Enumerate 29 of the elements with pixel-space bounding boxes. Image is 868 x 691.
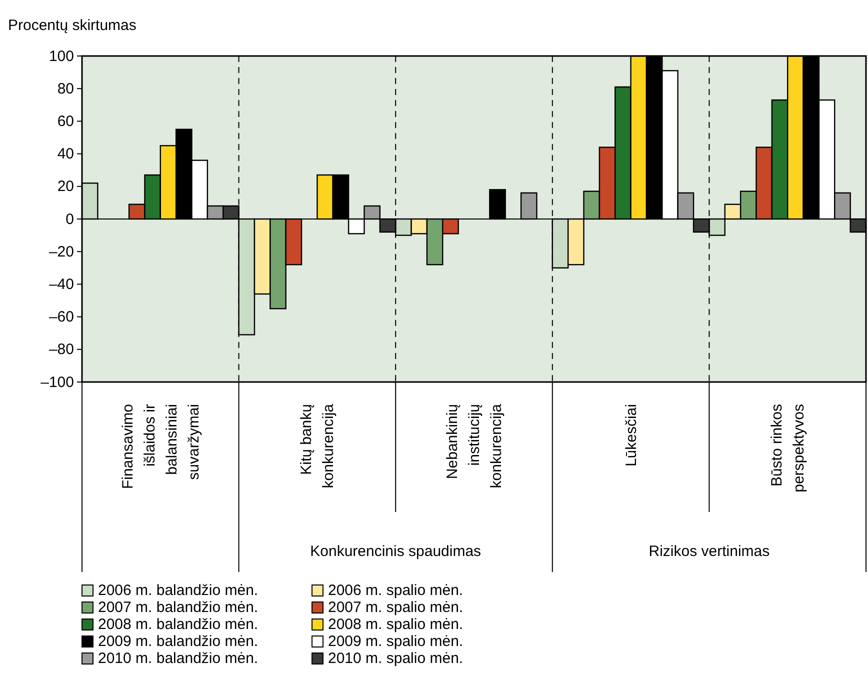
y-tick-label: 80	[57, 80, 74, 98]
y-tick-label: –80	[48, 341, 74, 358]
legend-label: 2006 m. balandžio mėn.	[98, 582, 258, 599]
text: Rizikos vertinimas	[648, 543, 770, 560]
legend-label: 2010 m. balandžio mėn.	[98, 650, 258, 667]
legend-label: 2007 m. spalio mėn.	[328, 599, 464, 616]
legend-label: 2009 m. balandžio mėn.	[98, 633, 258, 650]
y-tick-label: 0	[66, 210, 74, 228]
x-tick-label: Nebankinių institucijų konkurencija	[444, 403, 505, 488]
y-tick-label: 40	[57, 146, 74, 163]
y-tick-label: 20	[57, 178, 74, 196]
y-axis-title: Procentų skirtumas	[8, 17, 136, 34]
x-tick-label: Būsto rinkos perspektyvos	[768, 404, 808, 492]
y-tick-label: –60	[48, 308, 74, 326]
y-tick-label: –40	[48, 276, 74, 293]
legend-label: 2010 m. spalio mėn.	[328, 650, 464, 667]
x-tick-label: Finansavimo išlaidos ir balansiniai suvaržymai	[119, 404, 202, 490]
y-tick-label: 100	[48, 48, 74, 65]
legend-label: 2008 m. spalio mėn.	[328, 616, 464, 633]
legend-label: 2006 m. spalio mėn.	[328, 582, 464, 599]
legend-label: 2007 m. balandžio mėn.	[98, 599, 258, 616]
y-tick-label: –20	[48, 243, 74, 260]
legend-label: 2009 m. spalio mėn.	[328, 633, 464, 650]
y-tick-label: 60	[57, 113, 74, 130]
y-tick-label: –100	[40, 374, 74, 391]
x-tick-label: Lūkesčiai	[622, 404, 640, 467]
legend-label: 2008 m. balandžio mėn.	[98, 616, 258, 633]
x-tick-label: Kitų bankų konkurencija	[298, 403, 338, 488]
text: Konkurencinis spaudimas	[310, 543, 482, 560]
